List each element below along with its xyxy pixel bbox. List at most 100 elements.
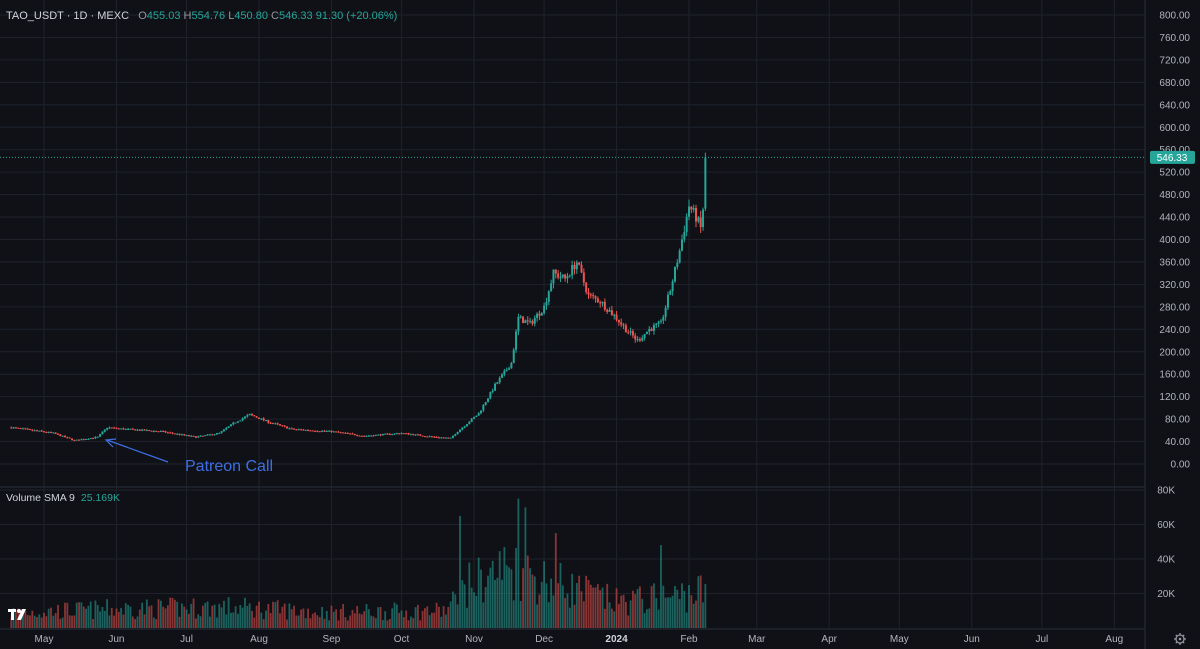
volume-bar [622,594,625,628]
candle [688,199,690,221]
volume-bar [24,610,27,628]
candle [122,427,125,430]
volume-bar [491,560,494,628]
price-tick-label: 200.00 [1159,347,1190,358]
volume-bar [178,616,181,628]
candle [695,204,698,228]
patreon-call-annotation[interactable]: Patreon Call [104,438,273,475]
candle [187,434,190,437]
volume-bar [395,604,398,628]
candle [470,417,473,423]
candle [491,388,494,394]
tradingview-logo-icon[interactable] [8,608,28,622]
volume-bar [316,615,319,628]
volume-bar [75,602,78,628]
volume-bar [239,604,242,628]
volume-bar [330,605,333,628]
volume-bar [302,608,305,628]
volume-tick-label: 20K [1157,589,1175,600]
candle [643,333,646,341]
volume-bar [54,613,57,628]
volume-bar [166,605,169,628]
candle [229,424,232,427]
volume-bar [101,607,104,628]
candle [622,323,625,330]
volume-bar [526,555,529,628]
candle [487,398,490,403]
volume-bar [596,584,599,628]
price-axis[interactable]: 800.00 760.00 720.00 680.00 640.00 600.00 560.… [1159,11,1190,471]
symbol-title[interactable]: TAO_USDT · 1D · MEXC [6,10,130,22]
volume-bar [646,609,648,628]
volume-legend[interactable]: Volume SMA 9 25.169K [6,492,120,504]
candlesticks[interactable] [10,152,707,442]
volume-bar [550,578,553,628]
volume-bar [531,574,534,628]
volume-bar [89,601,92,628]
volume-axis[interactable]: 80K 60K 40K 20K [1157,486,1175,601]
candle [346,432,349,434]
volume-bar [379,606,382,628]
candle [250,413,253,416]
candle [398,433,401,435]
volume-bar [400,610,403,628]
candle [10,426,13,429]
time-axis[interactable]: May Jun Jul Aug Sep Oct Nov Dec 2024 Feb Mar Apr May… [35,634,1124,645]
volume-bar [393,602,396,628]
volume-bar [68,615,71,628]
candle [578,262,581,266]
volume-bar [159,600,162,628]
volume-bar [351,610,354,628]
open-label: O [138,10,147,22]
candle [330,430,333,433]
candle [585,282,588,295]
volume-bar [129,606,132,628]
volume-bar [288,603,291,628]
volume-indicator-label[interactable]: Volume SMA 9 [6,492,75,504]
volume-bar [657,609,660,628]
candle [176,433,179,435]
volume-bar [337,620,340,628]
candle [676,259,679,270]
volume-bar [634,594,637,628]
candle [484,401,487,406]
ohlc-legend[interactable]: TAO_USDT · 1D · MEXC O455.03 H554.76 L45… [6,10,397,22]
candle [279,423,282,427]
candle [106,427,109,431]
candle [480,410,483,415]
candle [662,314,665,324]
volume-bar [265,610,267,628]
volume-bar [92,619,94,628]
candle [47,431,50,434]
volume-bar [244,597,246,628]
candle [248,413,251,416]
volume-bar [428,615,431,628]
candle [337,430,340,433]
settings-gear-icon[interactable] [1174,633,1186,645]
volume-bar [251,610,253,628]
volume-bar [508,567,510,628]
volume-bar [367,609,370,628]
volume-bar [606,583,609,628]
candle [594,295,597,303]
volume-bar [449,601,452,628]
volume-bar [241,607,244,628]
candle [372,434,375,437]
candle [302,428,305,431]
candle [501,372,504,378]
volume-bar [391,608,394,628]
candle [377,434,380,436]
volume-bar [258,601,260,628]
candle [566,272,569,284]
volume-bar [176,601,179,628]
candle [659,318,662,324]
volume-bar [685,612,688,628]
volume-bar [653,583,655,628]
candle [395,432,398,435]
candle [592,292,595,300]
volume-bar [204,602,207,628]
volume-bar [568,607,571,628]
candle [199,435,202,437]
